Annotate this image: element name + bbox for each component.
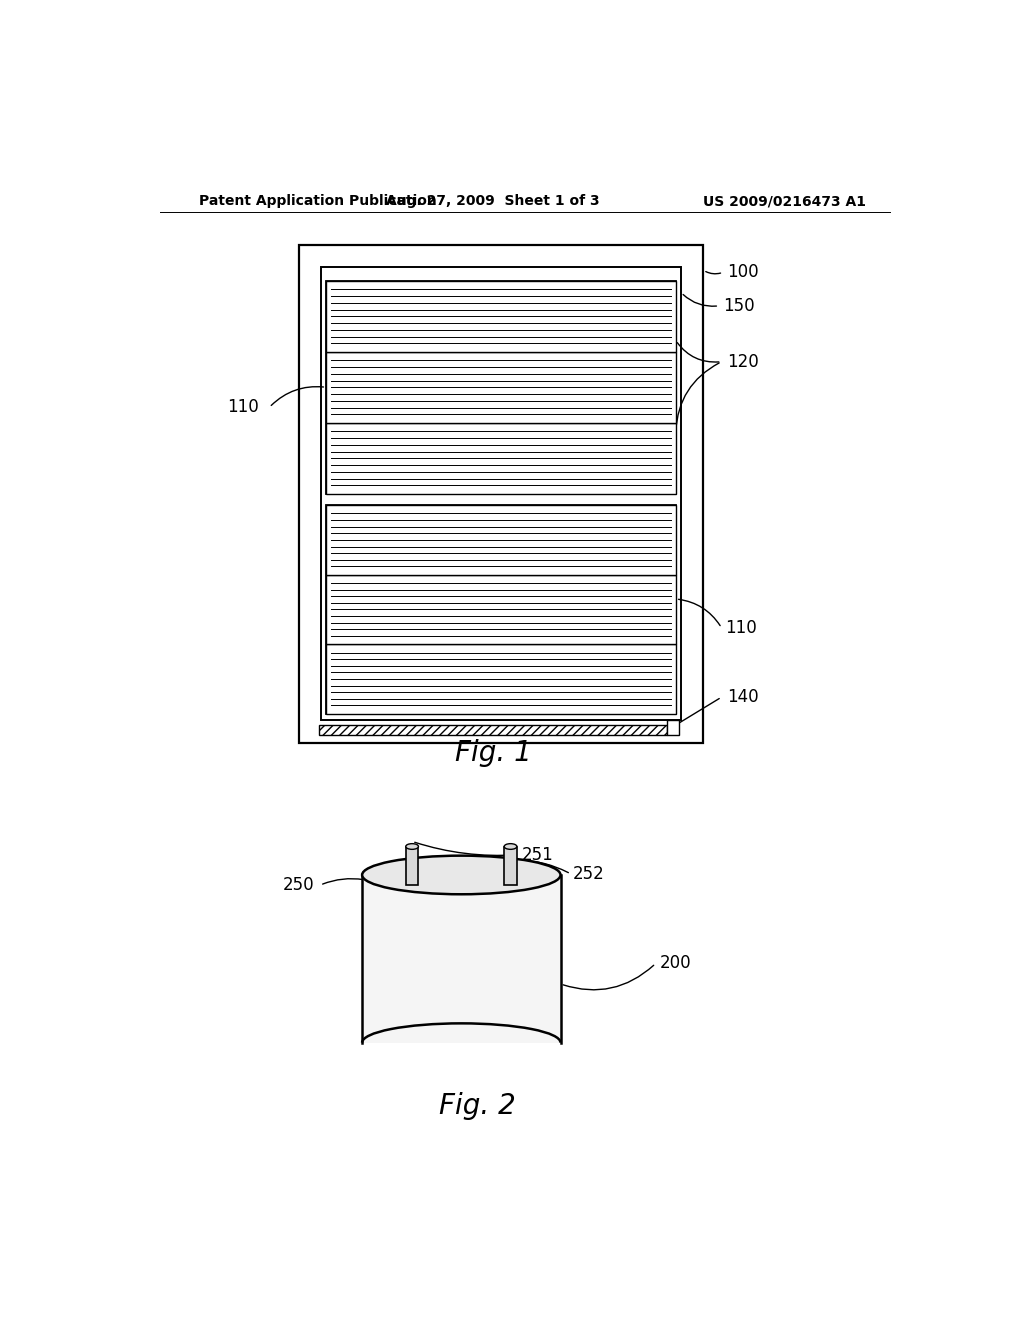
Bar [327, 506, 676, 574]
Text: 150: 150 [723, 297, 755, 314]
Text: Fig. 1: Fig. 1 [455, 739, 531, 767]
Bar [406, 846, 419, 884]
Text: Fig. 2: Fig. 2 [439, 1092, 515, 1119]
Bar [327, 574, 676, 644]
Bar [299, 244, 703, 743]
Bar [504, 846, 517, 884]
Text: Aug. 27, 2009  Sheet 1 of 3: Aug. 27, 2009 Sheet 1 of 3 [386, 194, 600, 209]
Bar [327, 422, 676, 494]
Text: 250: 250 [283, 876, 314, 894]
Ellipse shape [406, 843, 419, 849]
Bar [327, 281, 676, 494]
Text: 140: 140 [727, 688, 759, 706]
Bar [327, 351, 676, 422]
Text: 110: 110 [227, 399, 259, 416]
Text: 252: 252 [572, 865, 604, 883]
Bar [327, 644, 676, 714]
Text: Patent Application Publication: Patent Application Publication [200, 194, 437, 209]
Text: 200: 200 [659, 954, 691, 973]
Ellipse shape [504, 843, 517, 849]
Text: 100: 100 [727, 263, 759, 281]
Ellipse shape [362, 855, 560, 894]
Bar [667, 721, 679, 735]
Text: 251: 251 [521, 846, 553, 863]
Bar [327, 506, 676, 714]
Text: 110: 110 [725, 619, 757, 638]
Bar [327, 281, 676, 351]
Bar [321, 267, 681, 721]
Text: 120: 120 [727, 352, 759, 371]
PathPatch shape [362, 875, 560, 1043]
Bar [318, 726, 667, 735]
Text: US 2009/0216473 A1: US 2009/0216473 A1 [703, 194, 866, 209]
